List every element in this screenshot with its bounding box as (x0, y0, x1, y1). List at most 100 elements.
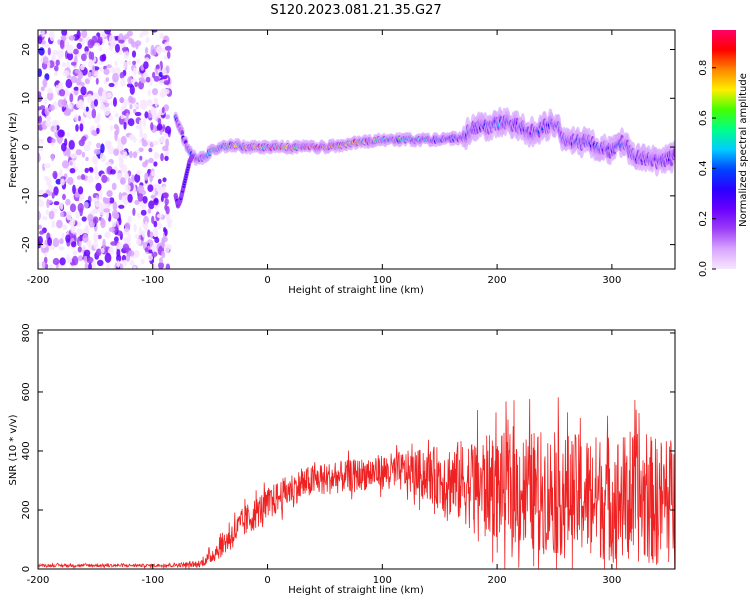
noise-speckle (148, 157, 154, 164)
noise-speckle (54, 65, 59, 72)
noise-speckle (40, 138, 44, 144)
colorbar-tick-label: 0.2 (698, 211, 709, 227)
noise-speckle (59, 238, 64, 245)
noise-speckle (156, 185, 162, 192)
noise-speckle (131, 174, 135, 183)
noise-speckle (69, 168, 76, 174)
noise-speckle (38, 146, 44, 151)
noise-speckle (102, 196, 108, 203)
noise-speckle (159, 257, 163, 264)
noise-speckle (160, 153, 164, 162)
noise-speckle (96, 127, 100, 135)
noise-speckle (128, 250, 135, 257)
noise-speckle (167, 84, 172, 89)
snr-plot-area (38, 397, 675, 569)
y-tick-label: 10 (21, 92, 32, 105)
noise-speckle (81, 106, 87, 111)
noise-speckle (80, 174, 86, 180)
noise-speckle (45, 209, 50, 216)
noise-speckle (87, 39, 94, 49)
noise-speckle (145, 76, 151, 83)
noise-speckle (82, 233, 89, 243)
noise-speckle (134, 199, 140, 205)
x-tick-label: 200 (488, 575, 507, 586)
noise-speckle (38, 152, 41, 162)
noise-speckle (88, 59, 94, 68)
noise-speckle (75, 211, 80, 219)
noise-speckle (108, 227, 115, 233)
noise-speckle (140, 79, 147, 84)
spectrogram-x-ticks: -200 -100 0 100 200 300 (27, 30, 621, 286)
noise-speckle (62, 70, 70, 77)
noise-speckle (97, 234, 102, 240)
noise-speckle (156, 45, 163, 55)
noise-speckle (76, 175, 82, 180)
noise-speckle (62, 98, 67, 108)
noise-speckle (161, 250, 166, 259)
noise-speckle (41, 261, 46, 269)
noise-speckle (149, 231, 154, 239)
noise-speckle (105, 261, 111, 269)
spectrogram-y-ticks: -20 -10 0 10 20 (21, 43, 675, 253)
noise-speckle (72, 184, 76, 195)
noise-speckle (38, 138, 42, 144)
noise-speckle (104, 252, 112, 263)
noise-speckle (126, 60, 132, 65)
noise-speckle (133, 223, 137, 233)
noise-speckle (86, 93, 93, 103)
noise-speckle (77, 115, 81, 122)
noise-speckle (61, 142, 67, 152)
snr-x-label: Height of straight line (km) (288, 585, 424, 596)
colorbar (712, 30, 736, 269)
x-tick-label: 300 (602, 575, 621, 586)
noise-speckle (151, 170, 156, 177)
noise-speckle (163, 227, 167, 233)
noise-speckle (165, 125, 172, 135)
noise-speckle (153, 220, 158, 228)
snr-series-line (38, 397, 675, 569)
noise-speckle (92, 208, 98, 214)
noise-speckle (132, 207, 136, 216)
noise-speckle (38, 262, 41, 268)
noise-speckle (83, 201, 89, 209)
noise-speckle (57, 50, 64, 59)
noise-speckle (151, 263, 158, 269)
noise-speckle (144, 221, 148, 230)
noise-speckle (112, 201, 118, 211)
noise-speckle (106, 140, 112, 148)
noise-speckle (113, 148, 120, 156)
noise-speckle (155, 64, 160, 70)
noise-speckle (46, 177, 52, 187)
noise-speckle (152, 88, 158, 96)
noise-speckle (119, 263, 124, 269)
snr-y-ticks: 0 200 400 600 800 (21, 323, 675, 572)
noise-speckle (116, 254, 122, 262)
noise-speckle (116, 242, 123, 250)
noise-speckle (165, 114, 170, 120)
noise-speckle (129, 260, 135, 266)
noise-speckle (108, 115, 113, 121)
noise-speckle (41, 40, 46, 45)
noise-speckle (96, 142, 101, 149)
noise-speckle (99, 54, 106, 62)
noise-speckle (134, 81, 139, 88)
y-tick-label: 200 (21, 500, 32, 519)
noise-speckle (86, 256, 94, 264)
noise-speckle (89, 167, 94, 173)
noise-speckle (108, 34, 115, 45)
noise-speckle (91, 108, 97, 119)
noise-speckle (152, 140, 159, 146)
noise-speckle (152, 71, 156, 79)
noise-speckle (38, 68, 42, 77)
noise-speckle (137, 212, 141, 218)
noise-speckle (135, 124, 142, 129)
x-tick-label: 100 (373, 275, 392, 286)
noise-speckle (38, 210, 41, 221)
noise-speckle (154, 237, 160, 244)
noise-speckle (68, 35, 76, 41)
noise-speckle (123, 34, 130, 40)
noise-speckle (157, 118, 162, 126)
noise-speckle (151, 215, 155, 224)
noise-speckle (52, 50, 59, 55)
y-tick-label: -10 (21, 188, 32, 204)
